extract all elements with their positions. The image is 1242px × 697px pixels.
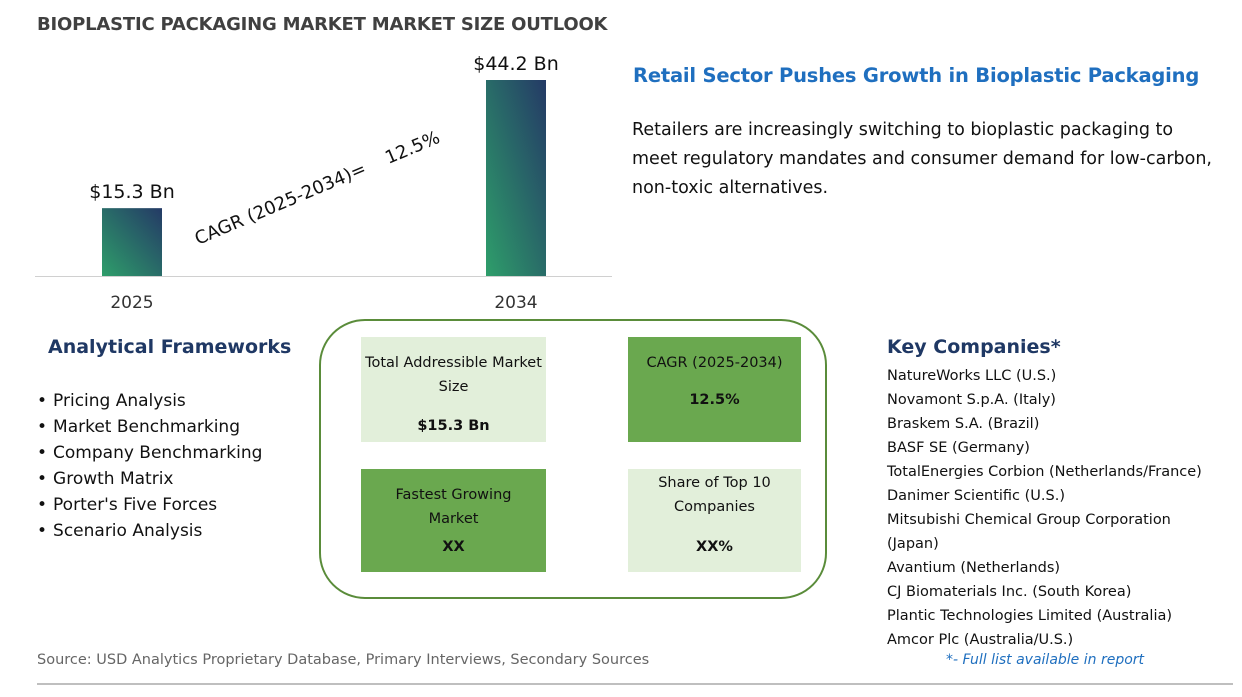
- top10-share-tile: Share of Top 10 Companies XX%: [628, 469, 801, 572]
- tam-label: Total Addressible Market Size: [365, 355, 542, 395]
- page-title: BIOPLASTIC PACKAGING MARKET MARKET SIZE …: [37, 14, 608, 35]
- framework-item: Scenario Analysis: [37, 518, 262, 544]
- framework-item: Company Benchmarking: [37, 440, 262, 466]
- framework-item: Pricing Analysis: [37, 388, 262, 414]
- company-item: NatureWorks LLC (U.S.): [887, 368, 1057, 384]
- company-item: Danimer Scientific (U.S.): [887, 488, 1065, 504]
- tam-tile: Total Addressible Market Size $15.3 Bn: [361, 337, 546, 442]
- cagr-label: CAGR (2025-2034): [646, 355, 783, 371]
- source-note: Source: USD Analytics Proprietary Databa…: [37, 652, 650, 668]
- companies-footnote: *- Full list available in report: [946, 652, 1145, 668]
- company-item: Avantium (Netherlands): [887, 560, 1061, 576]
- top10-share-value: XX%: [696, 539, 733, 555]
- company-item: Mitsubishi Chemical Group Corporation (J…: [887, 512, 1171, 552]
- cagr-value: 12.5%: [689, 392, 740, 408]
- bar-chart: $15.3 Bn 2025 $44.2 Bn 2034 CAGR (2025-2034)…: [35, 53, 612, 313]
- framework-item: Porter's Five Forces: [37, 492, 262, 518]
- companies-heading: Key Companies*: [887, 336, 1061, 358]
- tam-value: $15.3 Bn: [417, 418, 490, 434]
- headline: Retail Sector Pushes Growth in Bioplasti…: [633, 64, 1200, 87]
- company-item: Braskem S.A. (Brazil): [887, 416, 1040, 432]
- x-tick-label-2025: 2025: [110, 293, 153, 313]
- company-item: TotalEnergies Corbion (Netherlands/Franc…: [887, 464, 1202, 480]
- company-item: CJ Biomaterials Inc. (South Korea): [887, 584, 1132, 600]
- x-tick-label-2034: 2034: [494, 293, 537, 313]
- data-label-2025: $15.3 Bn: [89, 181, 175, 203]
- bar-2025: [102, 208, 162, 276]
- company-item: Novamont S.p.A. (Italy): [887, 392, 1056, 408]
- fastest-market-label: Fastest Growing Market: [395, 487, 512, 527]
- fastest-market-value: XX: [442, 539, 465, 555]
- framework-item: Growth Matrix: [37, 466, 262, 492]
- company-item: Plantic Technologies Limited (Australia): [887, 608, 1173, 624]
- company-item: BASF SE (Germany): [887, 440, 1030, 456]
- bar-2034: [486, 80, 546, 276]
- cagr-annotation: CAGR (2025-2034)= 12.5%: [192, 127, 443, 250]
- company-item: Amcor Plc (Australia/U.S.): [887, 632, 1074, 648]
- cagr-tile: CAGR (2025-2034) 12.5%: [628, 337, 801, 442]
- fastest-market-tile: Fastest Growing Market XX: [361, 469, 546, 572]
- data-label-2034: $44.2 Bn: [473, 53, 559, 75]
- frameworks-list: Pricing Analysis Market Benchmarking Com…: [37, 388, 262, 544]
- bottom-divider: [37, 683, 1233, 685]
- metrics-frame: [319, 319, 827, 599]
- companies-list: NatureWorks LLC (U.S.) Novamont S.p.A. (…: [887, 364, 1227, 652]
- top10-share-label: Share of Top 10 Companies: [658, 475, 771, 515]
- description: Retailers are increasingly switching to …: [632, 120, 1212, 198]
- frameworks-heading: Analytical Frameworks: [48, 336, 292, 358]
- framework-item: Market Benchmarking: [37, 414, 262, 440]
